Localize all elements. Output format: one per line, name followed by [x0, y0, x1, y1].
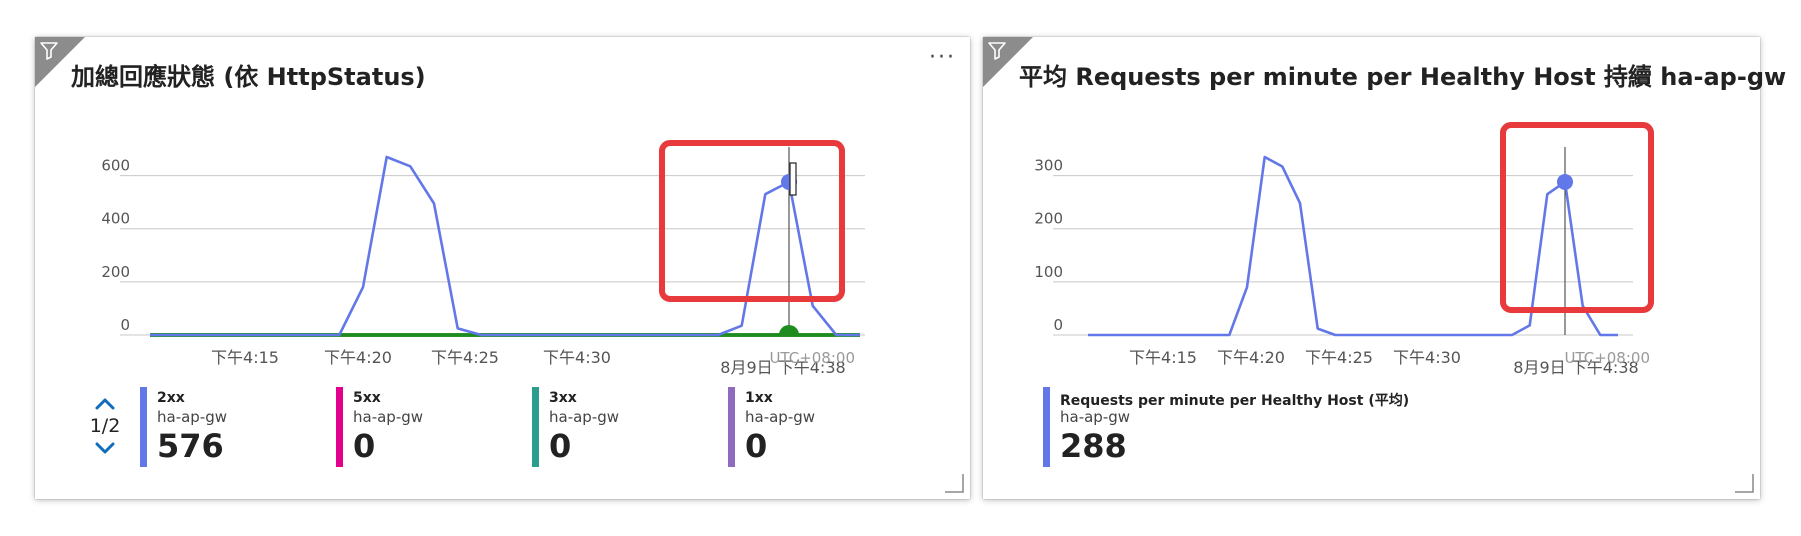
y-tick-label: 300: [1034, 157, 1063, 175]
legend-pager: 1/2: [85, 393, 125, 459]
legend-value: 576: [157, 427, 224, 465]
response-status-chart[interactable]: 0 200 400 600 下午4:15 下午4:20 下午4:25 下午4:30 8月9日 下…: [35, 37, 970, 382]
legend-resource: ha-ap-gw: [353, 408, 424, 426]
hover-point: [1557, 173, 1573, 190]
pager-text: 1/2: [89, 415, 121, 437]
tile-requests-per-host[interactable]: 平均 Requests per minute per Healthy Host …: [983, 37, 1786, 499]
y-tick-label: 400: [101, 210, 130, 228]
legend-resource: ha-ap-gw: [1060, 408, 1131, 426]
x-tick-label: 下午4:30: [543, 348, 611, 367]
y-tick-label: 200: [1034, 210, 1063, 228]
hover-time-label: 8月9日 下午4:38: [720, 358, 845, 377]
legend-color-bar: [336, 387, 343, 467]
x-tick-label: 下午4:30: [1393, 348, 1461, 367]
timezone-label: UTC+08:00: [769, 349, 855, 367]
legend-resource: ha-ap-gw: [157, 408, 228, 426]
filter-icon[interactable]: [983, 37, 1033, 87]
tile-title: 加總回應狀態 (依 HttpStatus): [71, 63, 426, 91]
x-tick-label: 下午4:25: [1305, 348, 1373, 367]
tile-title: 平均 Requests per minute per Healthy Host …: [1019, 63, 1787, 91]
text-cursor-icon: [789, 162, 797, 196]
filter-icon[interactable]: [35, 37, 85, 87]
hover-time-label: 8月9日 下午4:38: [1513, 358, 1638, 377]
series-line-2xx: [150, 155, 860, 337]
legend-resource: ha-ap-gw: [549, 408, 620, 426]
legend-name: 1xx: [745, 390, 773, 406]
hover-point-zero: [779, 325, 799, 335]
legend-resource: ha-ap-gw: [745, 408, 816, 426]
legend-value: 0: [549, 427, 572, 465]
resize-handle-icon[interactable]: [944, 473, 964, 493]
x-tick-label: 下午4:15: [1129, 348, 1197, 367]
x-tick-label: 下午4:25: [431, 348, 499, 367]
legend-value: 0: [745, 427, 768, 465]
more-options-button[interactable]: ···: [929, 45, 956, 70]
highlight-box: [1500, 122, 1654, 313]
x-tick-label: 下午4:20: [1217, 348, 1285, 367]
legend-value: 288: [1060, 427, 1127, 465]
resize-handle-icon[interactable]: [1734, 473, 1754, 493]
legend-name: 5xx: [353, 390, 381, 406]
y-tick-label: 0: [120, 316, 130, 334]
legend-color-bar: [728, 387, 735, 467]
x-tick-label: 下午4:15: [211, 348, 279, 367]
tile-response-status[interactable]: 加總回應狀態 (依 HttpStatus) ··· 0 200 400 600 下午4:…: [35, 37, 970, 499]
chevron-up-icon[interactable]: [85, 393, 125, 413]
highlight-box: [659, 140, 845, 302]
chevron-down-icon[interactable]: [85, 439, 125, 459]
y-tick-label: 100: [1034, 263, 1063, 281]
y-tick-label: 600: [101, 157, 130, 175]
timezone-label: UTC+08:00: [1564, 349, 1650, 367]
x-tick-label: 下午4:20: [324, 348, 392, 367]
legend-color-bar: [532, 387, 539, 467]
y-tick-label: 200: [101, 263, 130, 281]
y-tick-label: 0: [1053, 316, 1063, 334]
legend-color-bar: [1043, 387, 1050, 467]
legend-name: 2xx: [157, 390, 185, 406]
legend-value: 0: [353, 427, 376, 465]
legend-name: 3xx: [549, 390, 577, 406]
legend-name: Requests per minute per Healthy Host (平均…: [1060, 393, 1410, 409]
legend-color-bar: [140, 387, 147, 467]
requests-per-host-chart[interactable]: 0 100 200 300 下午4:15 下午4:20 下午4:25 下午4:30 8月9日 下…: [983, 37, 1760, 382]
series-line-requests-per-minute-per-healthy-host-: [1088, 155, 1618, 337]
